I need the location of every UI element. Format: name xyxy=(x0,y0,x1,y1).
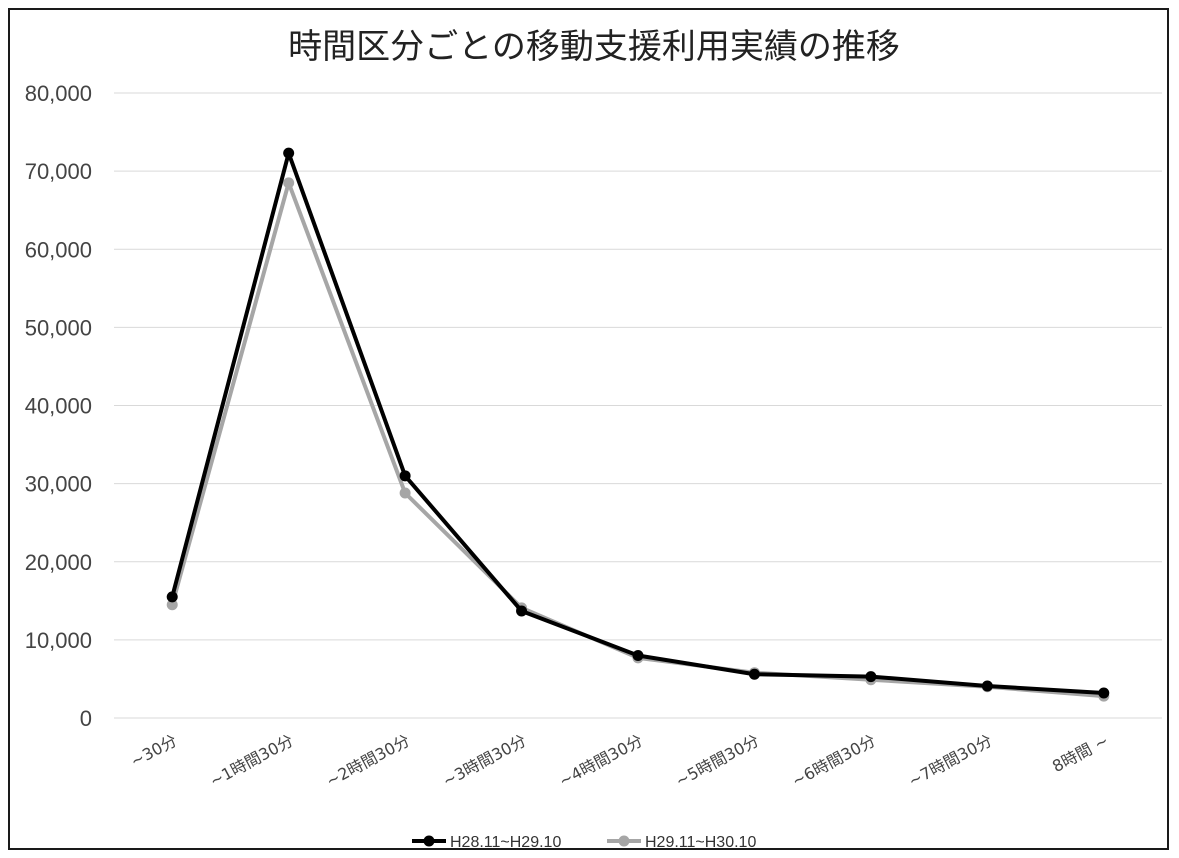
data-point xyxy=(283,147,295,159)
x-tick-label: ~2時間30分 xyxy=(323,731,413,791)
data-point xyxy=(283,177,295,189)
x-tick-label: ~5時間30分 xyxy=(672,731,762,791)
data-point xyxy=(399,487,411,499)
y-tick-label: 40,000 xyxy=(25,394,92,419)
legend-label: H28.11~H29.10 xyxy=(450,834,561,851)
data-point xyxy=(1098,687,1110,699)
legend-item: H29.11~H30.10 xyxy=(607,834,756,851)
x-tick-label: ~7時間30分 xyxy=(905,731,995,791)
data-point xyxy=(166,599,178,611)
legend-swatch-marker xyxy=(618,835,630,847)
legend-swatch-marker xyxy=(423,835,435,847)
data-point xyxy=(516,605,528,617)
data-point xyxy=(748,668,760,680)
x-axis-ticks: ~30分 ~1時間30分 ~2時間30分 ~3時間30分 ~4時間30分 ~5時間30分 ~… xyxy=(127,731,1111,791)
legend-item: H28.11~H29.10 xyxy=(412,834,561,851)
y-tick-label: 0 xyxy=(80,706,92,731)
x-tick-label: ~4時間30分 xyxy=(556,731,646,791)
legend: H28.11~H29.10 H29.11~H30.10 xyxy=(412,834,756,851)
x-tick-label: ~30分 xyxy=(127,731,180,771)
data-point xyxy=(632,650,644,661)
y-tick-label: 60,000 xyxy=(25,237,92,262)
gridlines xyxy=(114,92,1162,719)
data-point xyxy=(166,591,178,603)
data-point xyxy=(981,680,993,692)
x-tick-label: 8時間 ~ xyxy=(1049,731,1112,776)
series-line xyxy=(170,151,1104,695)
chart-frame xyxy=(8,8,1169,850)
legend-label: H29.11~H30.10 xyxy=(645,834,756,851)
y-tick-label: 20,000 xyxy=(25,550,92,575)
series-2 xyxy=(166,177,1110,702)
series-lines xyxy=(166,147,1110,702)
y-tick-label: 10,000 xyxy=(25,628,92,653)
y-tick-label: 50,000 xyxy=(25,315,92,340)
series-1 xyxy=(166,147,1110,699)
series-line xyxy=(170,180,1104,699)
chart-title: 時間区分ごとの移動支援利用実績の推移 xyxy=(288,27,900,67)
y-tick-label: 70,000 xyxy=(25,159,92,184)
data-point xyxy=(865,671,877,683)
y-tick-label: 30,000 xyxy=(25,472,92,497)
data-point xyxy=(399,470,411,482)
y-tick-label: 80,000 xyxy=(25,81,92,106)
y-axis-ticks: 0 10,000 20,000 30,000 40,000 50,000 60,000 70,… xyxy=(25,81,92,731)
x-tick-label: ~6時間30分 xyxy=(789,731,879,791)
x-tick-label: ~3時間30分 xyxy=(439,731,529,791)
x-tick-label: ~1時間30分 xyxy=(206,731,296,791)
